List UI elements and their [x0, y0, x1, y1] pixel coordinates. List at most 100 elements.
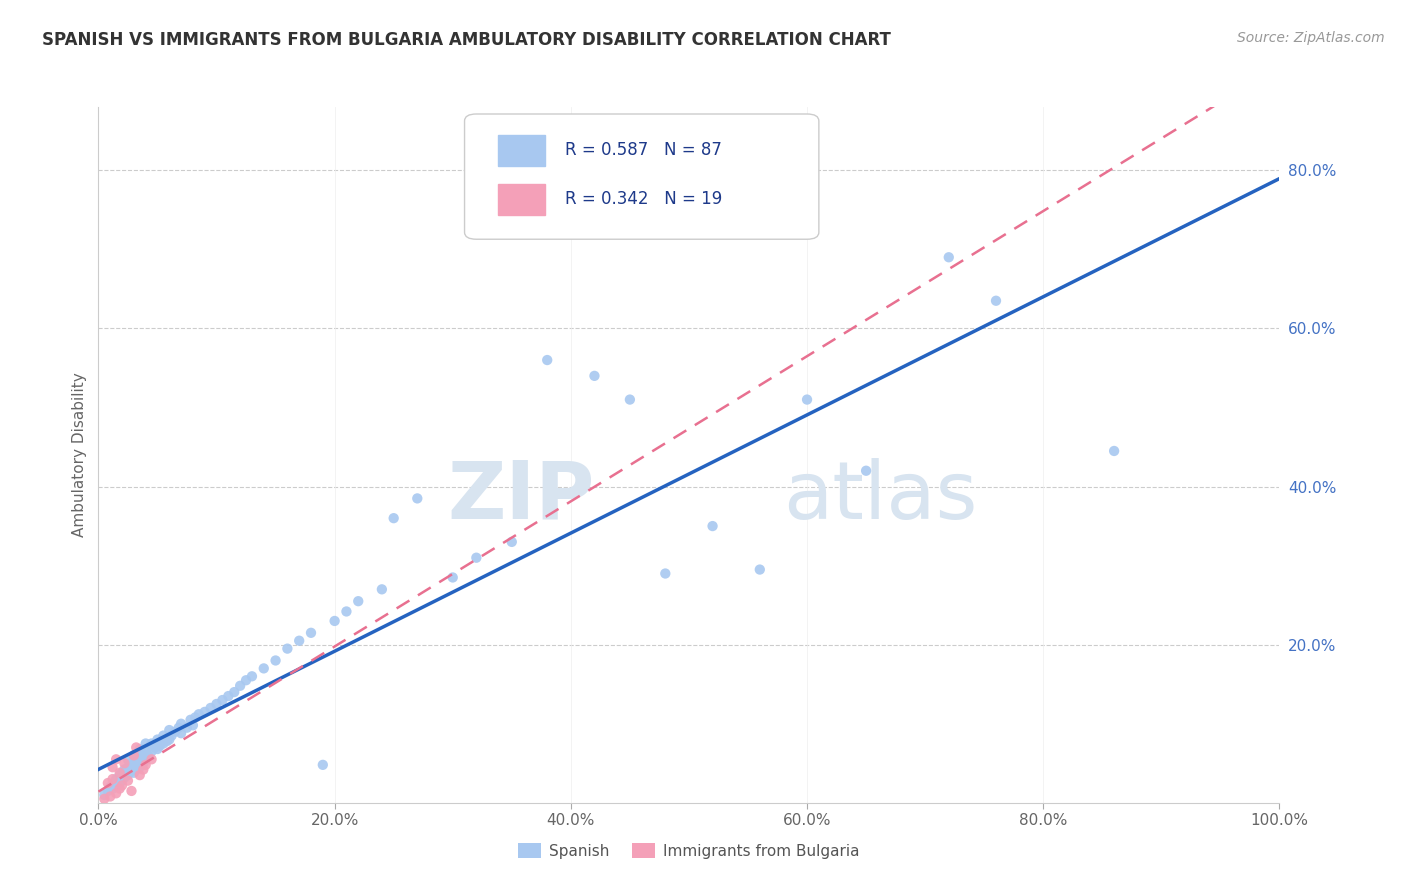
Point — [235, 673, 257, 688]
Point — [501, 534, 523, 549]
Point — [101, 760, 124, 774]
Legend: Spanish, Immigrants from Bulgaria: Spanish, Immigrants from Bulgaria — [512, 837, 866, 864]
Point — [125, 763, 148, 777]
Point — [406, 491, 429, 506]
Point — [536, 353, 558, 368]
Point — [288, 633, 311, 648]
Point — [211, 693, 233, 707]
Point — [117, 752, 139, 766]
Point — [984, 293, 1007, 308]
Point — [111, 773, 134, 788]
Text: SPANISH VS IMMIGRANTS FROM BULGARIA AMBULATORY DISABILITY CORRELATION CHART: SPANISH VS IMMIGRANTS FROM BULGARIA AMBU… — [42, 31, 891, 49]
Point — [156, 734, 179, 748]
Point — [748, 563, 770, 577]
Point — [141, 744, 163, 758]
Point — [146, 742, 169, 756]
Point — [194, 705, 217, 719]
Point — [323, 614, 346, 628]
Point — [382, 511, 405, 525]
Point — [122, 765, 145, 780]
Point — [146, 732, 169, 747]
Point — [108, 776, 131, 790]
Text: R = 0.587   N = 87: R = 0.587 N = 87 — [565, 141, 721, 159]
Point — [335, 605, 357, 619]
Point — [132, 747, 155, 761]
Text: Source: ZipAtlas.com: Source: ZipAtlas.com — [1237, 31, 1385, 45]
Point — [132, 756, 155, 771]
Point — [105, 752, 128, 766]
Point — [371, 582, 394, 597]
Point — [141, 737, 163, 751]
Point — [143, 740, 166, 755]
Point — [112, 771, 135, 785]
Point — [1102, 444, 1125, 458]
Point — [176, 721, 198, 735]
Point — [122, 748, 145, 763]
Point — [135, 752, 157, 766]
Point — [157, 732, 180, 747]
Text: atlas: atlas — [783, 458, 977, 536]
Point — [157, 723, 180, 737]
Point — [167, 721, 190, 735]
Text: R = 0.342   N = 19: R = 0.342 N = 19 — [565, 190, 723, 208]
Point — [224, 685, 246, 699]
Point — [583, 368, 606, 383]
Point — [200, 701, 222, 715]
Point — [93, 788, 115, 802]
Point — [149, 739, 172, 753]
Point — [170, 726, 193, 740]
FancyBboxPatch shape — [498, 135, 546, 166]
Point — [122, 748, 145, 763]
Point — [702, 519, 724, 533]
Point — [855, 464, 877, 478]
Point — [128, 768, 150, 782]
Point — [299, 625, 322, 640]
Point — [141, 752, 163, 766]
Point — [465, 550, 488, 565]
Point — [121, 784, 143, 798]
Point — [187, 707, 209, 722]
Point — [112, 763, 135, 777]
Point — [132, 763, 155, 777]
Point — [180, 713, 202, 727]
Point — [117, 760, 139, 774]
Point — [170, 716, 193, 731]
Point — [97, 784, 120, 798]
Point — [128, 750, 150, 764]
Point — [181, 718, 204, 732]
Point — [112, 756, 135, 771]
Point — [111, 778, 134, 793]
Point — [108, 781, 131, 796]
Point — [136, 748, 159, 763]
Point — [229, 679, 252, 693]
Point — [441, 570, 464, 584]
Text: ZIP: ZIP — [447, 458, 595, 536]
Point — [160, 729, 183, 743]
Point — [108, 765, 131, 780]
Point — [97, 776, 120, 790]
Point — [108, 768, 131, 782]
Point — [276, 641, 298, 656]
Point — [152, 729, 174, 743]
Point — [117, 768, 139, 782]
Point — [205, 697, 228, 711]
Point — [619, 392, 641, 407]
Point — [135, 737, 157, 751]
Point — [122, 757, 145, 772]
Point — [347, 594, 370, 608]
Point — [105, 772, 128, 786]
Point — [105, 778, 128, 793]
Point — [184, 710, 207, 724]
Point — [152, 737, 174, 751]
Point — [264, 653, 287, 667]
Point — [135, 744, 157, 758]
Point — [796, 392, 818, 407]
Point — [117, 773, 139, 788]
Point — [111, 765, 134, 780]
Point — [217, 689, 239, 703]
Point — [240, 669, 263, 683]
Point — [125, 740, 148, 755]
Point — [121, 764, 143, 779]
Point — [128, 760, 150, 774]
Point — [312, 757, 335, 772]
